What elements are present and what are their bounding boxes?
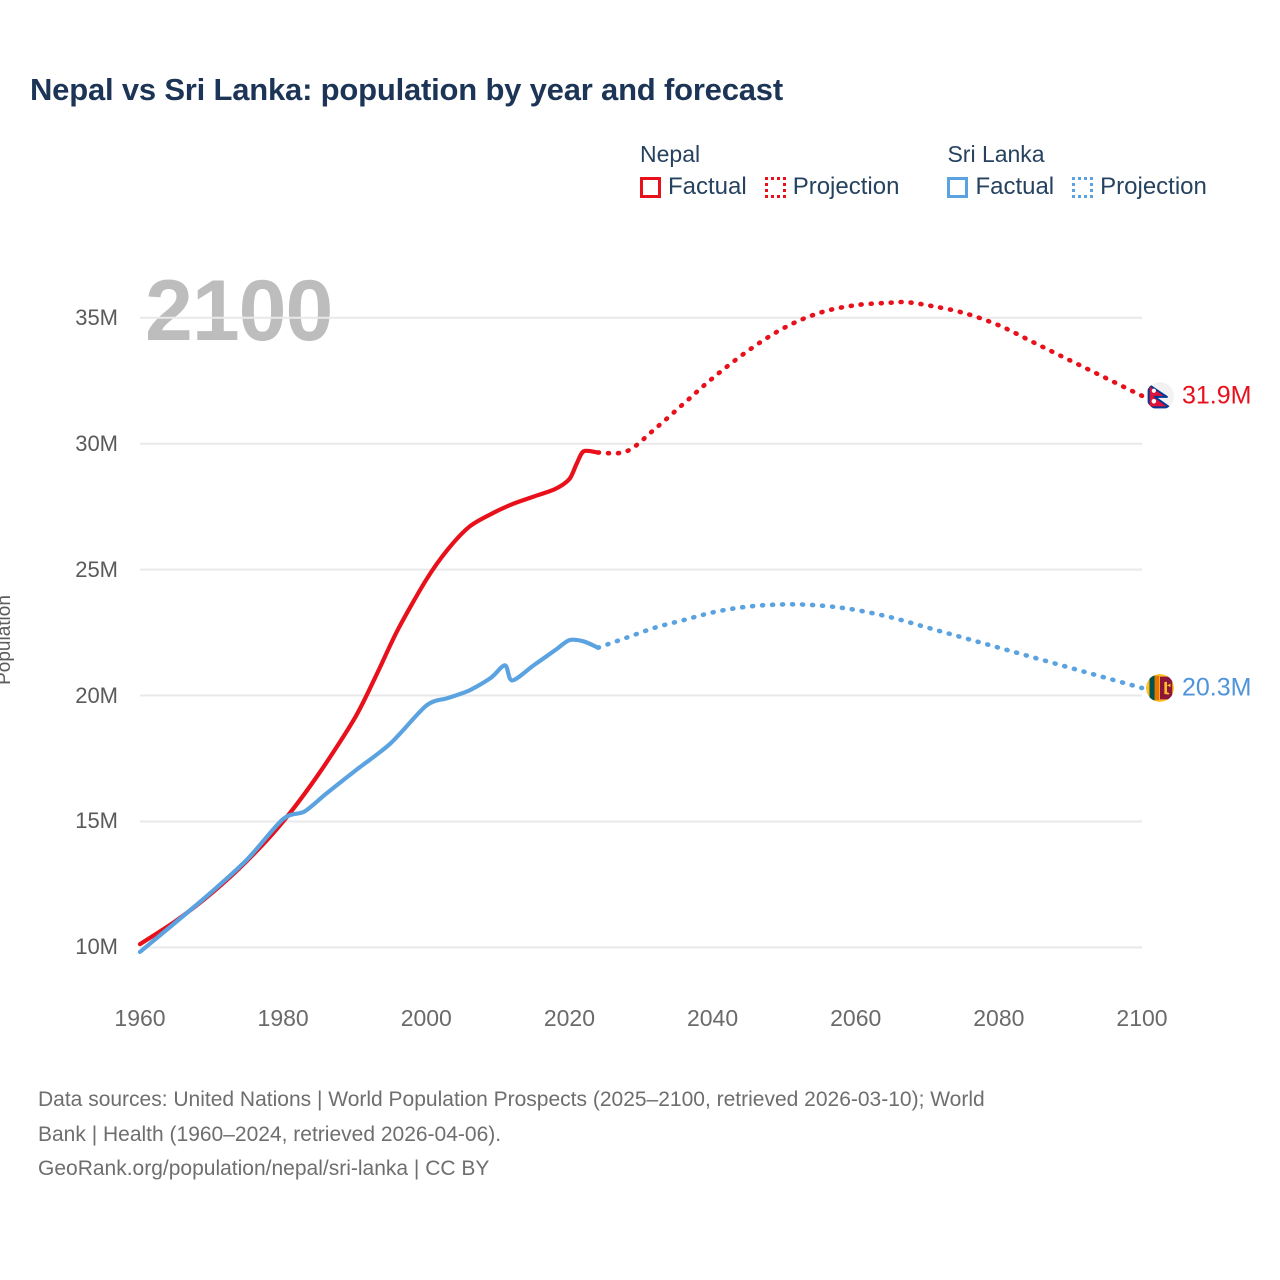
x-axis-tick-label: 2040 [686, 1005, 739, 1031]
legend-item-nepal-projection[interactable]: Projection [764, 173, 900, 201]
x-axis-tick-label: 2000 [400, 1005, 452, 1031]
sri-lanka-flag-icon [1146, 674, 1174, 702]
x-axis-tick-label: 2100 [1116, 1005, 1168, 1031]
legend-row-sri-lanka: Factual Projection [947, 173, 1207, 201]
end-label-nepal: 31.9M [1182, 381, 1252, 410]
series-end-labels: 31.9M 20.3M [1146, 381, 1252, 702]
y-axis-tick-label: 15M [75, 808, 118, 834]
chart-legend: Nepal Factual Projection Sri Lanka Factu… [640, 141, 1207, 201]
y-axis-tick-label: 20M [75, 682, 118, 708]
legend-item-label: Factual [975, 173, 1055, 201]
legend-swatch-dotted-icon [764, 176, 786, 198]
y-axis-tick-label: 10M [75, 934, 118, 960]
series-line-projection-sri-lanka [595, 602, 1145, 691]
year-watermark: 2100 [145, 263, 333, 359]
footer-line-3: GeoRank.org/population/nepal/sri-lanka |… [38, 1157, 490, 1181]
legend-group-sri-lanka: Sri Lanka Factual Projection [947, 141, 1207, 201]
legend-item-sri-lanka-factual[interactable]: Factual [947, 173, 1054, 201]
y-axis-tick-label: 35M [75, 304, 118, 330]
x-axis-tick-label: 1960 [114, 1005, 166, 1031]
x-axis-tick-label: 2060 [830, 1005, 882, 1031]
footer-line-1: Data sources: United Nations | World Pop… [38, 1088, 985, 1111]
legend-swatch-dotted-icon [1072, 176, 1094, 198]
x-axis-tick-label: 1980 [257, 1005, 309, 1031]
legend-item-nepal-factual[interactable]: Factual [640, 173, 747, 201]
legend-item-label: Factual [668, 173, 747, 201]
nepal-flag-icon [1146, 381, 1174, 410]
plot-area [137, 299, 1145, 955]
page-title: Nepal vs Sri Lanka: population by year a… [30, 72, 783, 107]
legend-item-sri-lanka-projection[interactable]: Projection [1072, 173, 1207, 201]
end-label-srilanka: 20.3M [1182, 673, 1252, 702]
series-line-projection-nepal [595, 299, 1145, 456]
legend-item-label: Projection [792, 173, 900, 201]
legend-group-nepal: Nepal Factual Projection [640, 141, 899, 201]
legend-swatch-solid-icon [640, 176, 661, 198]
x-axis-tick-label: 2020 [543, 1005, 595, 1031]
footer-sources: Data sources: United Nations | World Pop… [38, 1084, 1238, 1188]
legend-item-label: Projection [1100, 173, 1207, 201]
legend-country-sri-lanka: Sri Lanka [947, 141, 1045, 167]
legend-swatch-solid-icon [947, 176, 969, 198]
x-axis-ticks: 1960 1980 2000 2020 2040 2060 2080 2100 [114, 1005, 1168, 1031]
footer-line-2: Bank | Health (1960–2024, retrieved 2026… [38, 1122, 502, 1146]
series-line-factual-sri-lanka [137, 637, 601, 955]
y-axis-tick-label: 25M [75, 556, 118, 582]
y-axis-tick-label: 30M [75, 430, 118, 456]
x-axis-tick-label: 2080 [973, 1005, 1025, 1031]
legend-country-nepal: Nepal [640, 141, 701, 167]
legend-row-nepal: Factual Projection [640, 173, 899, 201]
y-axis-ticks: 10M 15M 20M 25M 30M 35M [18, 0, 118, 1030]
